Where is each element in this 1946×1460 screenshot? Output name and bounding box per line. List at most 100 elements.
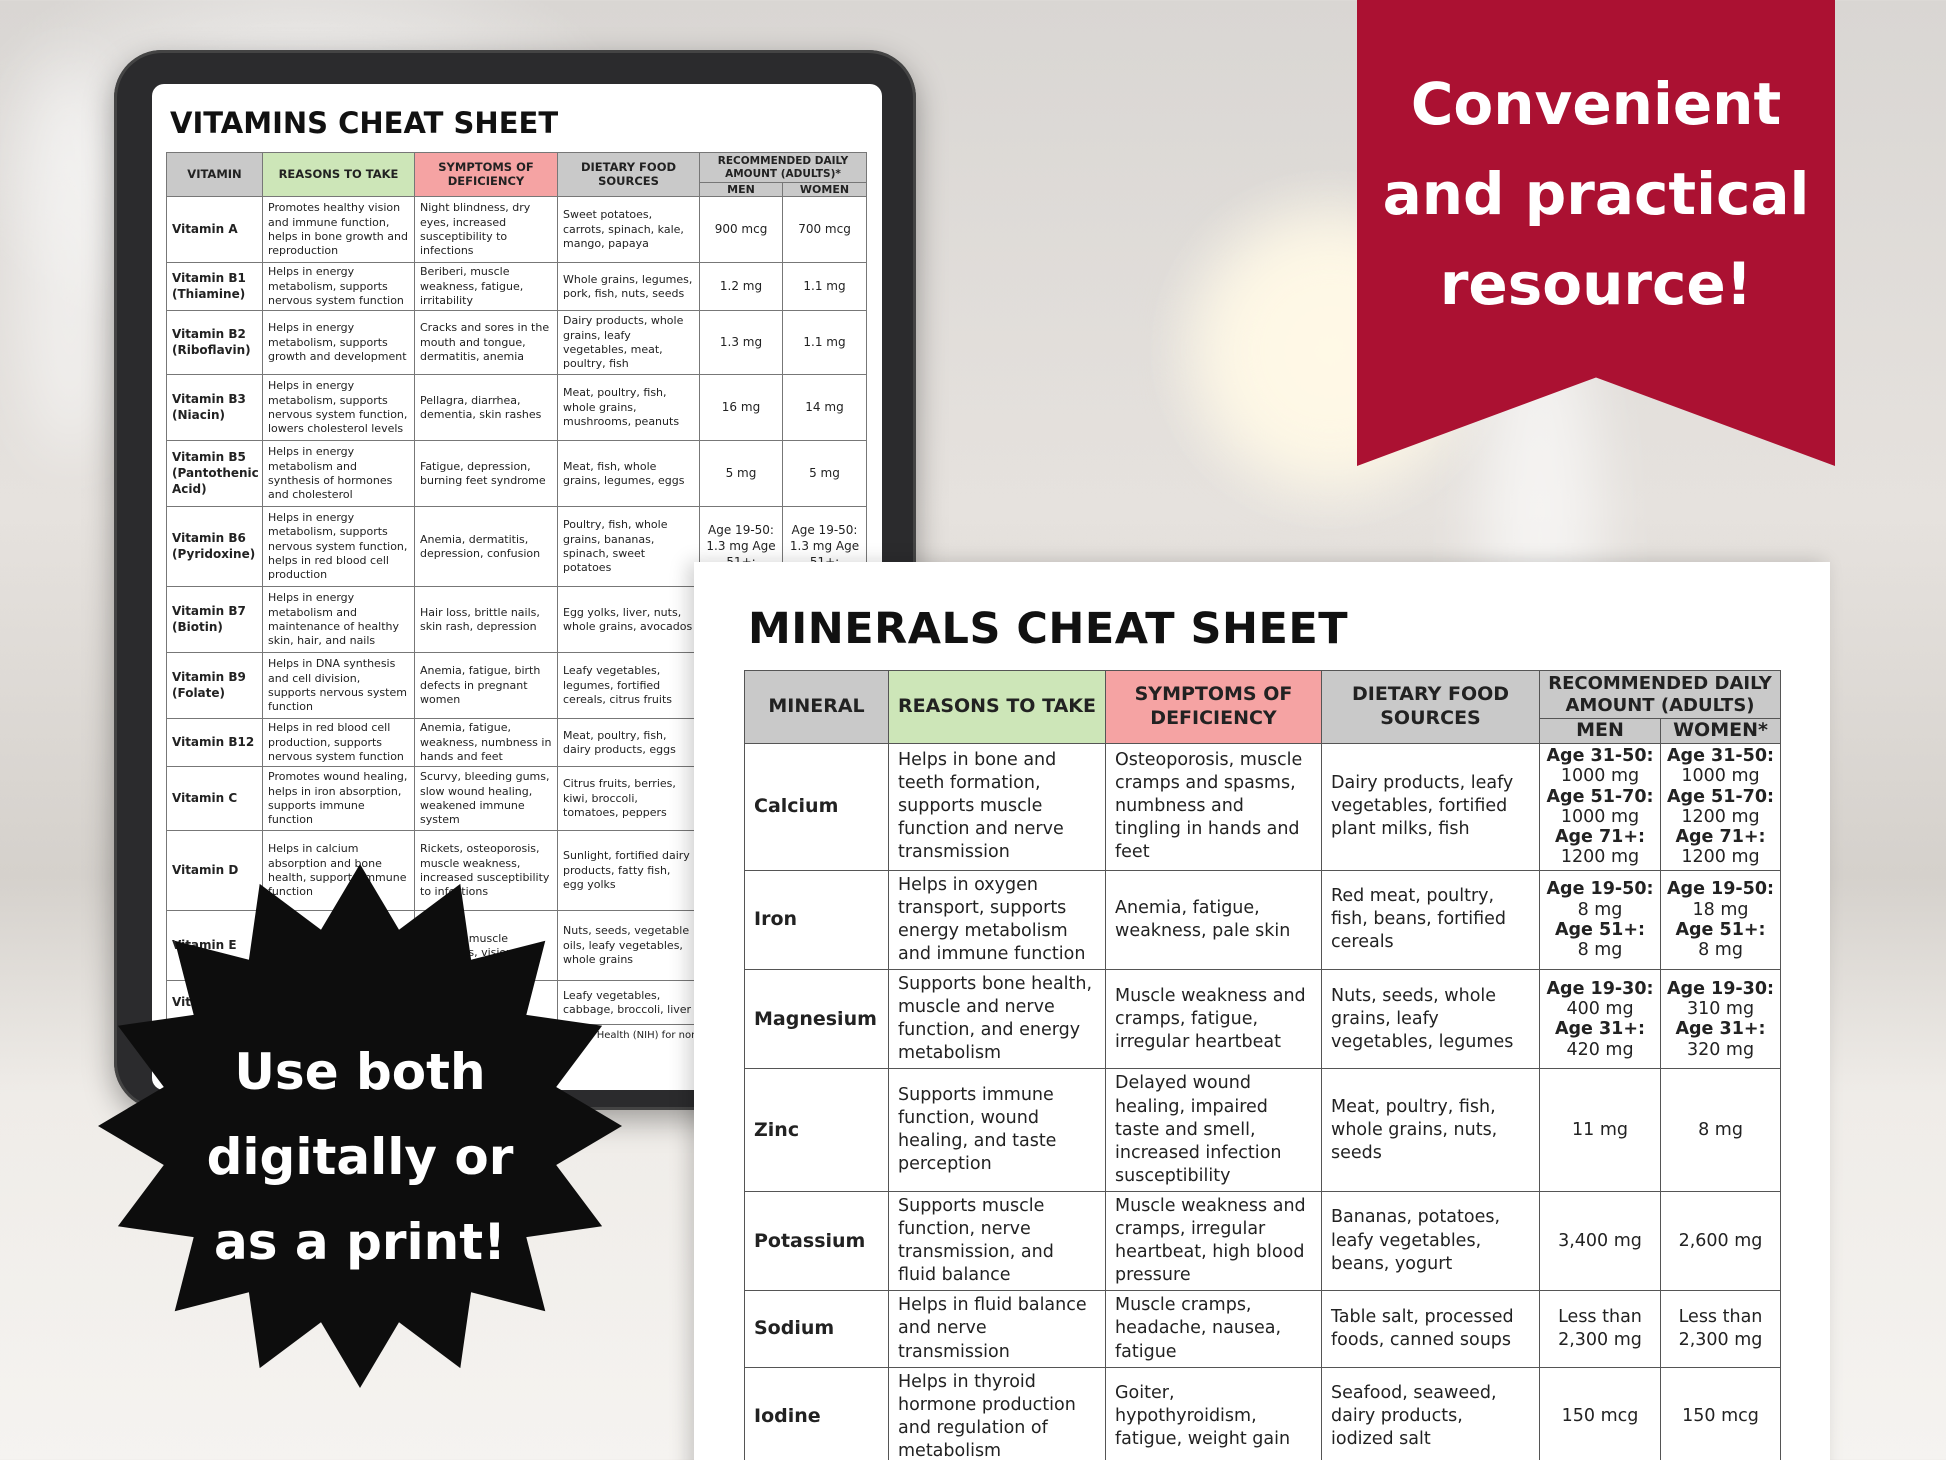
minerals-cell-sources: Seafood, seaweed, dairy products, iodize… [1321,1366,1540,1460]
vitamins-cell-symptoms: Pellagra, diarrhea, dementia, skin rashe… [414,374,558,442]
minerals-cell-women: Age 19-30: 310 mg Age 31+: 320 mg [1659,969,1782,1070]
minerals-cell-men: Less than 2,300 mg [1539,1290,1661,1368]
minerals-cell-sources: Dairy products, leafy vegetables, fortif… [1321,742,1540,871]
amount-value: 1200 mg [1681,806,1760,827]
starburst-line: as a print! [214,1213,506,1271]
amount-value: 1000 mg [1560,806,1640,827]
minerals-cell-men: 150 mcg [1539,1366,1661,1460]
minerals-cell-symptoms: Delayed wound healing, impaired taste an… [1105,1068,1322,1192]
vitamins-row: Vitamin B5 (Pantothenic Acid) Helps in en… [166,440,867,508]
vitamins-cell-men: 16 mg [699,374,783,442]
minerals-cell-symptoms: Muscle weakness and cramps, irregular he… [1105,1190,1322,1292]
vitamins-cell-reasons: Helps in energy metabolism, supports ner… [262,374,415,442]
vitamins-cell-sources: Meat, fish, whole grains, legumes, eggs [557,440,700,508]
minerals-table: MINERAL REASONS TO TAKE SYMPTOMS OF DEFI… [744,669,1782,1460]
ribbon-line: resource! [1439,249,1753,318]
minerals-header-men: MEN [1539,718,1661,744]
minerals-cell-men: 11 mg [1539,1068,1661,1192]
vitamins-cell-reasons: Promotes healthy vision and immune funct… [262,196,415,264]
minerals-cell-reasons: Helps in fluid balance and nerve transmi… [888,1290,1106,1368]
vitamins-cell-women: 700 mcg [782,196,867,264]
amount-value: 18 mg [1692,899,1749,920]
vitamins-cell-symptoms: Anemia, fatigue, birth defects in pregna… [414,652,558,720]
minerals-cell-women: 150 mcg [1659,1366,1782,1460]
minerals-row: Magnesium Supports bone health, muscle an… [744,969,1782,1070]
minerals-header-women: WOMEN* [1659,718,1782,744]
amount-value: 420 mg [1566,1039,1634,1060]
minerals-row: Iodine Helps in thyroid hormone productio… [744,1366,1782,1460]
vitamins-cell-name: Vitamin B7 (Biotin) [166,586,263,654]
vitamins-cell-sources: Leafy vegetables, cabbage, broccoli, liv… [557,980,700,1026]
vitamins-cell-symptoms: Anemia, fatigue, weakness, numbness in h… [414,718,558,768]
amount-value: 2,600 mg [1678,1230,1763,1251]
amount-value: 1200 mg [1681,847,1760,868]
vitamins-cell-sources: Leafy vegetables, legumes, fortified cer… [557,652,700,720]
promo-ribbon: Convenient and practical resource! [1357,0,1835,466]
minerals-header-rda: RECOMMENDED DAILY AMOUNT (ADULTS) [1538,669,1782,720]
amount-value: Less than 2,300 mg [1678,1306,1763,1350]
vitamins-cell-sources: Meat, poultry, fish, dairy products, egg… [557,718,700,768]
ribbon-line: and practical [1382,159,1810,228]
starburst-line: Use both [234,1043,486,1101]
vitamins-cell-name: Vitamin B3 (Niacin) [166,374,263,442]
vitamins-cell-reasons: Helps in red blood cell production, supp… [262,718,415,768]
vitamins-cell-men: 1.3 mg [699,310,783,376]
age-label: Age 31-50: [1546,745,1654,766]
amount-value: 1000 mg [1681,766,1760,787]
vitamins-row: Vitamin B2 (Riboflavin) Helps in energy m… [166,310,867,376]
vitamins-row: Vitamin B1 (Thiamine) Helps in energy met… [166,262,867,312]
age-label: Age 31+: [1675,1019,1766,1040]
vitamins-cell-reasons: Helps in energy metabolism, supports gro… [262,310,415,376]
ribbon-line: Convenient [1410,70,1782,138]
vitamins-cell-women: 5 mg [782,440,867,508]
vitamins-cell-men: 1.2 mg [699,262,783,312]
vitamins-cell-sources: Citrus fruits, berries, kiwi, broccoli, … [557,766,700,832]
age-label: Age 19-30: [1546,978,1654,999]
vitamins-header-symptoms: SYMPTOMS OF DEFICIENCY [414,151,558,198]
minerals-cell-symptoms: Osteoporosis, muscle cramps and spasms, … [1105,742,1322,871]
vitamins-cell-sources: Poultry, fish, whole grains, bananas, sp… [557,506,700,588]
minerals-cell-sources: Meat, poultry, fish, whole grains, nuts,… [1321,1068,1540,1192]
minerals-cell-reasons: Supports immune function, wound healing,… [888,1068,1106,1192]
vitamins-cell-reasons: Helps in energy metabolism and maintenan… [262,586,415,654]
age-label: Age 51-70: [1546,786,1654,807]
minerals-cell-women: Less than 2,300 mg [1659,1290,1782,1368]
vitamins-cell-women: 1.1 mg [782,262,867,312]
minerals-cell-name: Iodine [744,1366,889,1460]
vitamins-cell-name: Vitamin B5 (Pantothenic Acid) [166,440,263,508]
minerals-cell-name: Iron [744,869,889,971]
vitamins-cell-reasons: Helps in energy metabolism, supports ner… [262,262,415,312]
vitamins-row: Vitamin A Promotes healthy vision and imm… [166,196,867,264]
vitamins-cell-symptoms: Scurvy, bleeding gums, slow wound healin… [414,766,558,832]
minerals-cell-reasons: Supports bone health, muscle and nerve f… [888,969,1106,1070]
minerals-cell-reasons: Supports muscle function, nerve transmis… [888,1190,1106,1292]
vitamins-cell-women: 1.1 mg [782,310,867,376]
vitamins-footnote: Institutes of Health (NIH) for non [534,1030,698,1041]
vitamins-cell-symptoms: Cracks and sores in the mouth and tongue… [414,310,558,376]
minerals-cell-symptoms: Anemia, fatigue, weakness, pale skin [1105,869,1322,971]
background-light [20,60,120,460]
amount-value: 150 mcg [1682,1406,1759,1427]
amount-value: 8 mg [1698,940,1743,961]
age-label: Age 19-30: [1667,978,1774,999]
minerals-cell-sources: Table salt, processed foods, canned soup… [1321,1290,1540,1368]
minerals-cell-symptoms: Muscle cramps, headache, nausea, fatigue [1105,1290,1322,1368]
vitamins-cell-reasons: Helps in energy metabolism and synthesis… [262,440,415,508]
vitamins-cell-reasons: Promotes wound healing, helps in iron ab… [262,766,415,832]
age-label: Age 31+: [1554,1019,1646,1040]
minerals-header-sources: DIETARY FOOD SOURCES [1321,670,1540,744]
vitamins-cell-name: Vitamin B6 (Pyridoxine) [166,506,263,588]
amount-value: 320 mg [1686,1039,1755,1060]
amount-value: 400 mg [1566,998,1634,1019]
amount-value: 1000 mg [1560,766,1640,787]
vitamins-cell-sources: Whole grains, legumes, pork, fish, nuts,… [557,262,700,312]
minerals-row: Iron Helps in oxygen transport, supports … [744,869,1782,971]
vitamins-title: VITAMINS CHEAT SHEET [170,106,559,140]
vitamins-cell-sources: Dairy products, whole grains, leafy vege… [557,310,700,376]
amount-value: 8 mg [1577,899,1623,920]
vitamins-header-men: MEN [699,182,783,198]
age-label: Age 19-50: [1546,879,1654,900]
age-label: Age 71+: [1554,827,1646,848]
minerals-header-reasons: REASONS TO TAKE [888,670,1106,744]
vitamins-cell-symptoms: Anemia, dermatitis, depression, confusio… [414,506,558,588]
